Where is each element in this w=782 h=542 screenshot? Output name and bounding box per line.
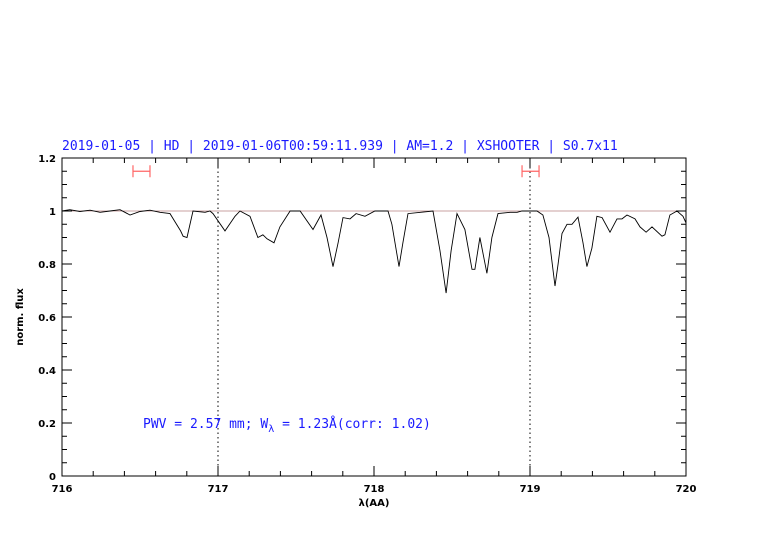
y-tick-label: 1.2 xyxy=(38,154,56,165)
y-tick-label: 0.8 xyxy=(38,260,56,271)
y-tick-label: 0 xyxy=(49,472,56,483)
y-tick-label: 1 xyxy=(49,207,56,218)
x-tick-label: 718 xyxy=(364,484,385,495)
spectrum-line xyxy=(61,209,687,294)
y-tick-label: 0.6 xyxy=(38,313,56,324)
error-bar xyxy=(521,165,540,178)
x-tick-label: 719 xyxy=(520,484,541,495)
y-tick-label: 0.4 xyxy=(38,366,56,377)
annotation-sub: λ xyxy=(268,424,274,435)
x-tick-label: 716 xyxy=(52,484,73,495)
x-tick-label: 717 xyxy=(208,484,229,495)
annotation-pre: PWV = 2.57 mm; W xyxy=(143,417,268,432)
annotation-post: = 1.23Å(corr: 1.02) xyxy=(274,416,431,432)
y-axis-label: norm. flux xyxy=(15,288,26,346)
error-bar xyxy=(132,165,151,178)
plot-area: 716 717 718 719 720 0 0.2 0.4 0.6 0.8 1 1.2 xyxy=(38,154,696,495)
y-tick-label: 0.2 xyxy=(38,419,56,430)
annotation-pwv: PWV = 2.57 mm; Wλ = 1.23Å(corr: 1.02) xyxy=(143,416,431,435)
x-tick-label: 720 xyxy=(676,484,697,495)
x-axis-label: λ(AA) xyxy=(359,498,390,509)
chart-title: 2019-01-05 | HD | 2019-01-06T00:59:11.93… xyxy=(62,139,618,154)
